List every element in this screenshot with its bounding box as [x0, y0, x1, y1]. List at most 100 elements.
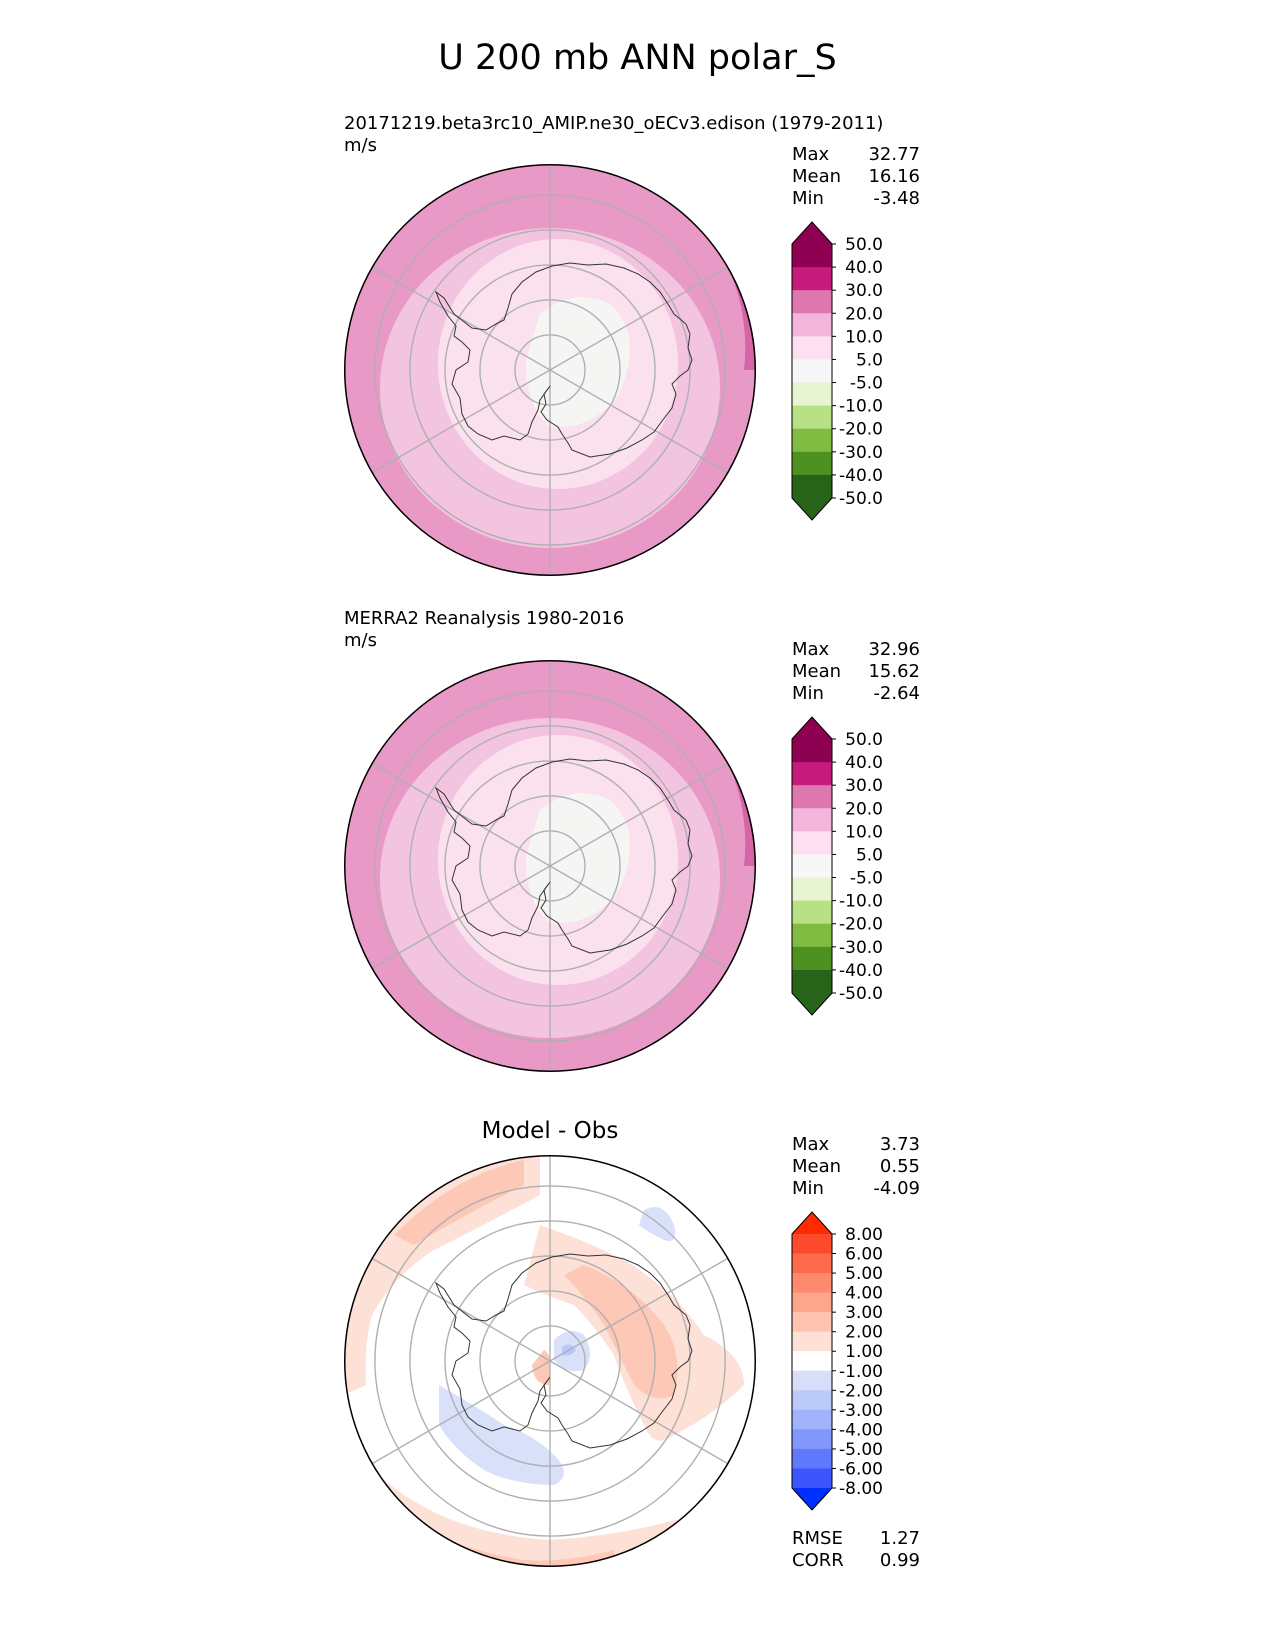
- colorbar-tick-label: 8.00: [845, 1225, 883, 1245]
- rmse-label: RMSE: [792, 1528, 843, 1549]
- stat-min-value: -4.09: [873, 1178, 920, 1199]
- colorbar-tick-label: 50.0: [845, 730, 883, 750]
- panel-3-stats: Max 3.73 Mean 0.55 Min -4.09: [792, 1134, 920, 1200]
- colorbar-segment: [792, 1331, 832, 1352]
- contour-fill: [564, 1265, 678, 1399]
- meridian-line: [549, 865, 729, 970]
- antarctica-coastline: [434, 262, 693, 458]
- colorbar-tick-label: -20.0: [839, 915, 883, 935]
- colorbar-segment: [792, 854, 832, 879]
- colorbar-segment: [792, 405, 832, 430]
- stat-max-label: Max: [792, 1134, 830, 1155]
- colorbar-segment: [792, 359, 832, 384]
- colorbar-tick-label: -50.0: [839, 489, 883, 509]
- meridian-line: [549, 1257, 729, 1362]
- graticule: [371, 660, 729, 1072]
- stat-min-label: Min: [792, 683, 824, 704]
- colorbar-tick-label: -6.00: [839, 1459, 883, 1479]
- colorbar-tick-label: -5.0: [850, 374, 883, 394]
- colorbar-tick-label: -50.0: [839, 984, 883, 1004]
- colorbar-tick-label: -10.0: [839, 892, 883, 912]
- colorbar-tick-label: -3.00: [839, 1401, 883, 1421]
- stat-mean-value: 16.16: [868, 166, 920, 187]
- meridian-line: [549, 1360, 729, 1465]
- contour-fill: [525, 296, 630, 427]
- colorbar-segment: [792, 1390, 832, 1411]
- colorbar-tick-label: 40.0: [845, 258, 883, 278]
- colorbar-segment: [792, 1273, 832, 1294]
- meridian-line: [549, 266, 729, 371]
- colorbar-tick-label: 4.00: [845, 1284, 883, 1304]
- colorbar-tick-label: 30.0: [845, 281, 883, 301]
- contour-fill: [344, 1155, 540, 1395]
- colorbar-segment: [792, 428, 832, 453]
- antarctica-coastline: [434, 1253, 693, 1449]
- map-boundary: [344, 1155, 756, 1567]
- stat-max-label: Max: [792, 144, 830, 165]
- colorbar-segment: [792, 877, 832, 902]
- stat-max-value: 32.96: [868, 639, 920, 660]
- colorbar-tick-label: -30.0: [839, 443, 883, 463]
- colorbar-segment: [792, 1253, 832, 1274]
- colorbar-segment: [792, 946, 832, 971]
- panel-3-metrics: RMSE 1.27 CORR 0.99: [792, 1528, 920, 1572]
- contour-fill: [439, 1385, 564, 1485]
- stat-min-value: -3.48: [873, 188, 920, 209]
- colorbar-tick-label: 5.00: [845, 1264, 883, 1284]
- colorbar-tick-label: -8.00: [839, 1479, 883, 1499]
- colorbar-segment: [792, 1234, 832, 1255]
- stat-min-label: Min: [792, 1178, 824, 1199]
- meridian-line: [549, 369, 729, 474]
- figure-title: U 200 mb ANN polar_S: [438, 38, 837, 78]
- colorbar-segment: [792, 290, 832, 314]
- panel-2-polar-map: [344, 660, 756, 1072]
- colorbar-tick-label: 2.00: [845, 1323, 883, 1343]
- meridian-line: [371, 369, 551, 474]
- map-boundary: [344, 660, 756, 1072]
- colorbar-tick-label: 20.0: [845, 799, 883, 819]
- stat-min-value: -2.64: [873, 683, 920, 704]
- colorbar-segment: [792, 1468, 832, 1489]
- panel-1-units: m/s: [344, 135, 377, 156]
- graticule: [371, 164, 729, 576]
- colorbar-segment: [792, 1292, 832, 1313]
- contour-fill: [344, 1435, 756, 1567]
- colorbar-tick-label: 5.0: [856, 350, 883, 370]
- colorbar-tick-label: 1.00: [845, 1342, 883, 1362]
- colorbar-tick-label: 5.0: [856, 845, 883, 865]
- panel-1-title: 20171219.beta3rc10_AMIP.ne30_oECv3.ediso…: [344, 113, 883, 157]
- panel-3-polar-map: [344, 1155, 756, 1567]
- meridian-line: [371, 762, 551, 867]
- colorbar-segment: [792, 1370, 832, 1391]
- colorbar-tick-label: -30.0: [839, 938, 883, 958]
- graticule: [371, 1155, 729, 1567]
- meridian-line: [371, 865, 551, 970]
- colorbar-tick-label: 10.0: [845, 822, 883, 842]
- meridian-line: [371, 1360, 551, 1465]
- stat-mean-value: 0.55: [879, 1156, 920, 1177]
- colorbar-tick-label: -2.00: [839, 1381, 883, 1401]
- panel-2-name: MERRA2 Reanalysis 1980-2016: [344, 608, 625, 629]
- colorbar-segment: [792, 474, 832, 499]
- stat-mean-label: Mean: [792, 661, 842, 682]
- colorbar-tick-label: 30.0: [845, 776, 883, 796]
- colorbar-segment: [792, 785, 832, 809]
- colorbar-segment: [792, 336, 832, 360]
- colorbar-tick-label: -1.00: [839, 1362, 883, 1382]
- colorbar-segment: [792, 382, 832, 407]
- contour-fill: [394, 1160, 524, 1245]
- colorbar-extend-min: [792, 993, 832, 1015]
- colorbar-segment: [792, 923, 832, 948]
- colorbar-segment: [792, 900, 832, 925]
- colorbar-segment: [792, 244, 832, 268]
- panel-2-stats: Max 32.96 Mean 15.62 Min -2.64: [792, 639, 920, 705]
- meridian-line: [549, 762, 729, 867]
- meridian-line: [371, 1257, 551, 1362]
- panel-2-units: m/s: [344, 630, 377, 651]
- colorbar-segment: [792, 267, 832, 291]
- panel-1-stats: Max 32.77 Mean 16.16 Min -3.48: [792, 144, 920, 210]
- panel-1-colorbar: 50.0 40.0 30.0 20.0 10.0 5.0 -5.0 -10.0 -20.0 -30…: [791, 221, 883, 521]
- corr-label: CORR: [792, 1550, 844, 1571]
- stat-mean-label: Mean: [792, 1156, 842, 1177]
- map-boundary: [344, 164, 756, 576]
